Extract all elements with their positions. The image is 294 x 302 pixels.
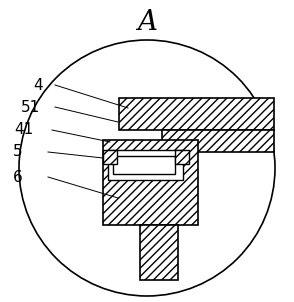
Text: 6: 6 (13, 169, 23, 185)
Bar (113, 156, 175, 174)
Text: 51: 51 (20, 99, 40, 114)
Bar (103, 140, 198, 225)
Text: 5: 5 (13, 144, 23, 159)
Bar (119, 98, 274, 130)
Text: 41: 41 (14, 123, 34, 137)
Text: A: A (137, 8, 157, 36)
Text: 4: 4 (33, 78, 43, 92)
Bar (103, 150, 117, 164)
Bar (140, 225, 178, 280)
Bar (108, 150, 183, 180)
Bar (175, 150, 189, 164)
Bar (162, 130, 274, 152)
